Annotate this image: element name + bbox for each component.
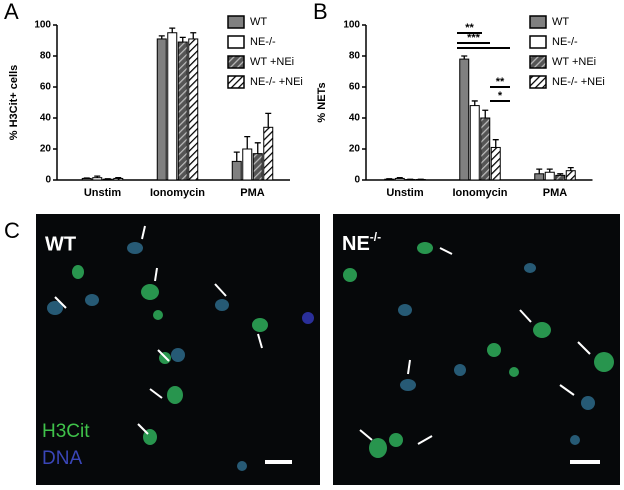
y-tick-label: 20 (40, 144, 52, 155)
y-tick-label: 60 (349, 82, 361, 93)
error-bar (482, 110, 488, 118)
x-tick-label: Ionomycin (452, 187, 507, 199)
x-tick-label: Unstim (84, 187, 122, 199)
error-bar (169, 28, 175, 33)
bar (93, 178, 102, 180)
error-bar (190, 33, 196, 39)
y-axis-label: % NETs (316, 82, 328, 122)
bar (114, 178, 123, 180)
legend-swatch (530, 56, 546, 68)
micrograph-left (36, 214, 320, 485)
error-bar (180, 37, 186, 42)
bar (243, 149, 252, 180)
y-tick-label: 100 (34, 20, 51, 31)
bar (535, 174, 544, 180)
stain-legend: DNA (42, 448, 82, 469)
bar (178, 42, 187, 180)
micrograph-right (333, 214, 620, 485)
bar (253, 154, 262, 180)
error-bar (536, 169, 542, 174)
legend-swatch (228, 16, 244, 28)
image-label: WT (45, 233, 76, 255)
legend-swatch (530, 76, 546, 88)
legend-label: NE-/- (250, 36, 276, 48)
sig-annotation: * (498, 90, 503, 102)
bar (189, 39, 198, 180)
bar (395, 178, 404, 180)
legend-label: NE-/- +NEi (250, 76, 303, 88)
bar (481, 118, 490, 180)
panel-label: B (313, 0, 328, 24)
y-tick-label: 40 (349, 113, 361, 124)
y-tick-label: 20 (349, 144, 361, 155)
legend-label: WT (250, 16, 267, 28)
panel-label: A (4, 0, 19, 24)
bar (491, 147, 500, 180)
bar (168, 33, 177, 180)
sig-annotation: *** (467, 32, 481, 44)
sig-annotation: ** (496, 76, 505, 88)
y-tick-label: 80 (349, 51, 361, 62)
y-axis-label: % H3Cit+ cells (8, 65, 20, 141)
legend-swatch (530, 36, 546, 48)
bar (264, 127, 273, 180)
legend-swatch (530, 16, 546, 28)
error-bar (244, 137, 250, 149)
bar (157, 39, 166, 180)
bar (556, 175, 565, 180)
x-tick-label: PMA (543, 187, 568, 199)
image-label-main: NE (342, 233, 370, 255)
y-tick-label: 40 (40, 113, 52, 124)
y-tick-label: 0 (45, 175, 51, 186)
error-bar (255, 143, 261, 154)
legend-label: WT +NEi (250, 56, 294, 68)
x-tick-label: Ionomycin (150, 187, 205, 199)
bar (545, 172, 554, 180)
error-bar (265, 113, 271, 127)
bar (82, 178, 91, 180)
stain-legend: H3Cit (42, 421, 90, 442)
x-tick-label: PMA (240, 187, 265, 199)
legend-swatch (228, 56, 244, 68)
error-bar (472, 101, 478, 106)
legend-label: NE-/- (552, 36, 578, 48)
panel-label: C (4, 218, 20, 243)
legend-swatch (228, 76, 244, 88)
bar (566, 171, 575, 180)
bar (232, 161, 241, 180)
y-tick-label: 60 (40, 82, 52, 93)
error-bar (234, 152, 240, 161)
error-bar (493, 140, 499, 148)
legend-swatch (228, 36, 244, 48)
y-tick-label: 80 (40, 51, 52, 62)
y-tick-label: 0 (354, 175, 360, 186)
legend-label: WT (552, 16, 569, 28)
bar (470, 106, 479, 180)
legend-label: NE-/- +NEi (552, 76, 605, 88)
bar (460, 59, 469, 180)
x-tick-label: Unstim (386, 187, 424, 199)
y-tick-label: 100 (343, 20, 360, 31)
image-label-sup: -/- (370, 230, 381, 244)
legend-label: WT +NEi (552, 56, 596, 68)
